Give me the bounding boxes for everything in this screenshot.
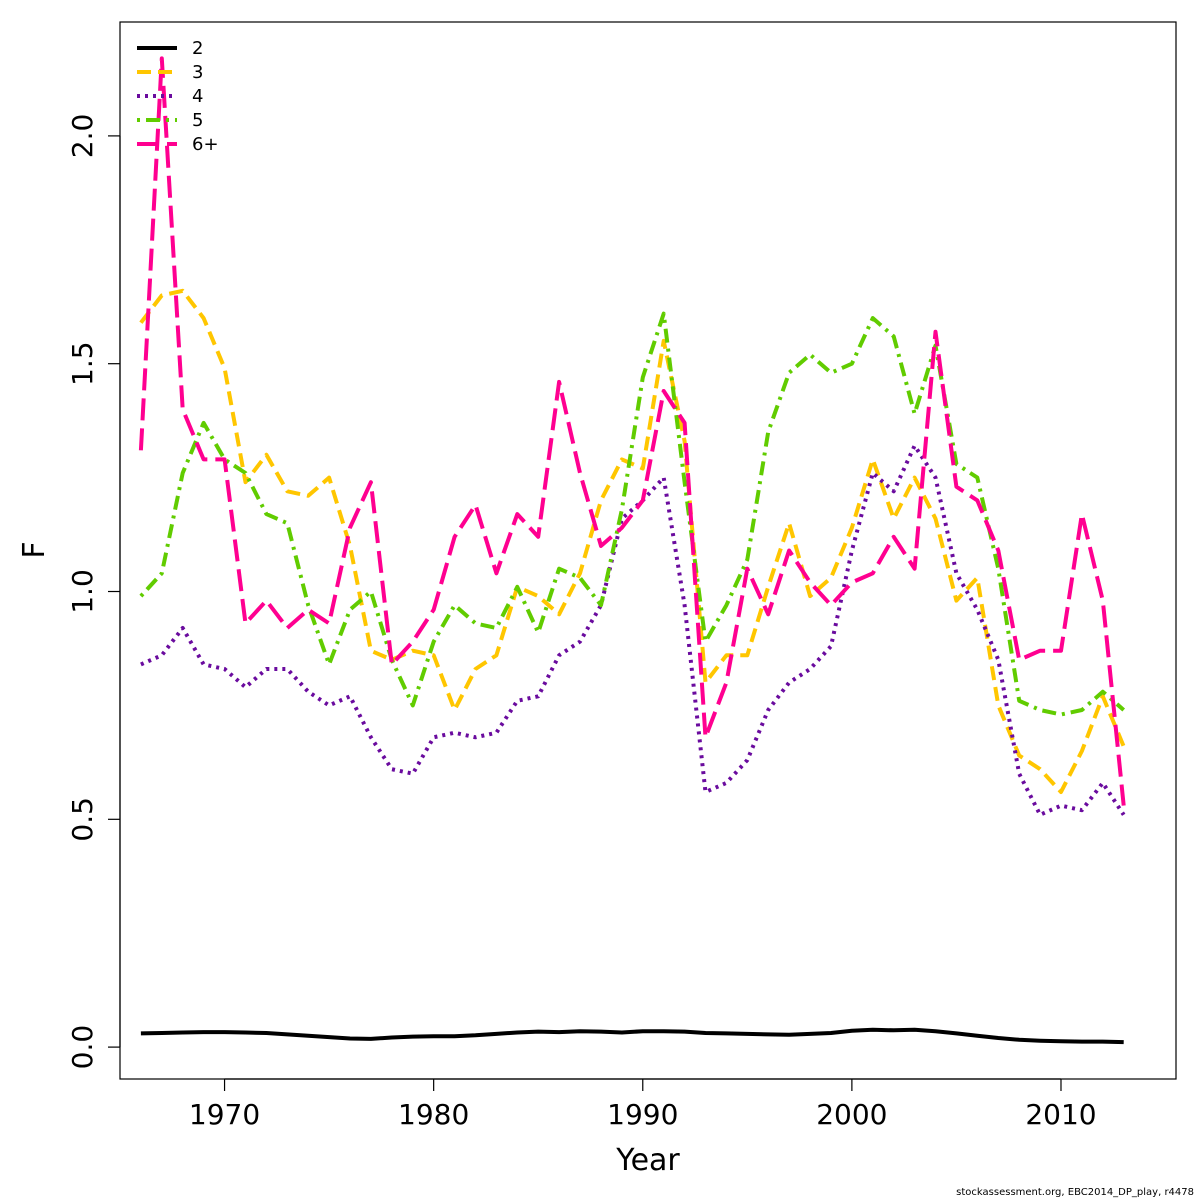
series-line-3 bbox=[139, 311, 1126, 717]
legend-label-4: 6+ bbox=[192, 134, 219, 155]
y-tick-label: 1.5 bbox=[66, 341, 99, 386]
x-tick-label: 2000 bbox=[816, 1098, 887, 1131]
series-line-1 bbox=[139, 288, 1126, 794]
legend-label-0: 2 bbox=[192, 38, 203, 59]
y-tick-label: 2.0 bbox=[66, 114, 99, 159]
series-line-0 bbox=[140, 1027, 1124, 1045]
series-line-2 bbox=[140, 443, 1126, 817]
y-tick-label: 0.0 bbox=[66, 1025, 99, 1070]
legend: 2 3 4 5 6+ bbox=[137, 38, 219, 155]
y-tick-label: 1.0 bbox=[66, 569, 99, 614]
y-axis-title: F bbox=[17, 541, 52, 558]
credit-text: stockassessment.org, EBC2014_DP_play, r4… bbox=[956, 1187, 1194, 1198]
x-tick-label: 1970 bbox=[189, 1098, 260, 1131]
series-group bbox=[138, 56, 1126, 1045]
plot-frame bbox=[119, 21, 1177, 1080]
x-tick-label: 2010 bbox=[1025, 1098, 1096, 1131]
legend-label-2: 4 bbox=[192, 86, 203, 107]
y-tick-label: 0.5 bbox=[66, 797, 99, 842]
x-axis-title: Year bbox=[615, 1143, 680, 1178]
series-line-4 bbox=[138, 56, 1126, 806]
x-tick-label: 1980 bbox=[398, 1098, 469, 1131]
legend-label-3: 5 bbox=[192, 110, 203, 131]
x-axis: 1970 1980 1990 2000 2010 bbox=[189, 1078, 1097, 1131]
x-tick-label: 1990 bbox=[607, 1098, 678, 1131]
y-axis: 0.0 0.5 1.0 1.5 2.0 bbox=[66, 114, 121, 1070]
legend-label-1: 3 bbox=[192, 62, 203, 83]
